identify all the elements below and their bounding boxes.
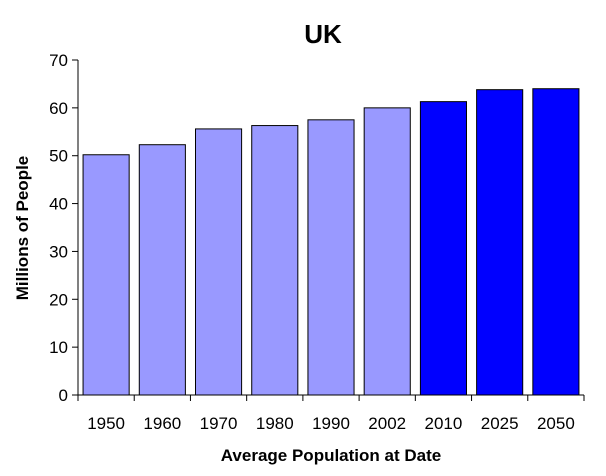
- bar-1990: [307, 119, 355, 396]
- axis-lines: [77, 60, 584, 396]
- bar-2010: [419, 101, 467, 396]
- y-axis-label: Millions of People: [13, 156, 32, 301]
- x-tick-label: 2010: [425, 414, 463, 433]
- y-tick-label: 30: [49, 242, 68, 261]
- x-axis: 1950 1960 1970 1980 1990 2002 2010 2025 2050: [77, 395, 585, 433]
- x-tick-label: 1980: [256, 414, 294, 433]
- x-tick-label: 2050: [537, 414, 575, 433]
- x-tick-label: 1990: [312, 414, 350, 433]
- x-tick-label: 2025: [481, 414, 519, 433]
- x-tick-label: 1960: [143, 414, 181, 433]
- bar-1950: [82, 154, 130, 396]
- y-tick-label: 40: [49, 195, 68, 214]
- y-tick-label: 70: [49, 51, 68, 70]
- bars-group: [82, 88, 580, 396]
- chart-title: UK: [304, 19, 342, 49]
- y-tick-label: 10: [49, 338, 68, 357]
- x-tick-label: 1950: [87, 414, 125, 433]
- y-tick-label: 60: [49, 99, 68, 118]
- bar-2002: [363, 107, 411, 396]
- bar-1960: [138, 144, 186, 396]
- bar-2025: [476, 89, 524, 396]
- y-tick-label: 20: [49, 290, 68, 309]
- x-axis-label: Average Population at Date: [221, 446, 441, 465]
- bar-2050: [532, 88, 580, 396]
- x-tick-label: 1970: [200, 414, 238, 433]
- x-tick-label: 2002: [368, 414, 406, 433]
- y-tick-label: 0: [59, 386, 68, 405]
- bar-1970: [195, 128, 243, 396]
- y-tick-label: 50: [49, 147, 68, 166]
- bar-1980: [251, 125, 299, 396]
- y-axis: 0 10 20 30 40 50 60 70: [49, 51, 78, 405]
